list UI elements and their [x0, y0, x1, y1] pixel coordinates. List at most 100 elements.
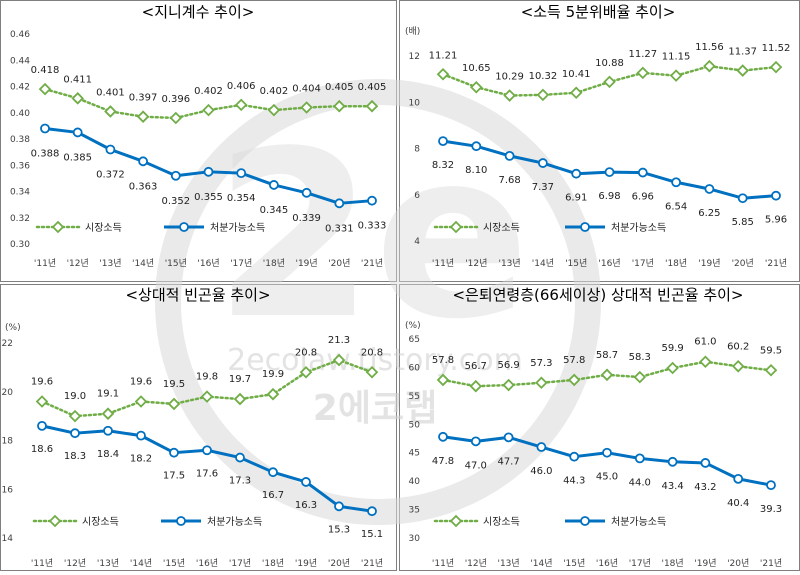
data-point-marker: [438, 431, 448, 442]
data-label: 19.1: [97, 389, 119, 400]
data-label: 44.3: [563, 476, 585, 487]
data-point-marker: [666, 361, 679, 375]
data-label: 56.9: [497, 360, 519, 371]
y-tick-label: 0.32: [10, 214, 30, 224]
data-label: 40.4: [727, 498, 749, 509]
data-point-marker: [235, 452, 245, 463]
x-tick-label: '13년: [99, 258, 121, 269]
series-market-income: 11.21 10.65 10.29 10.32 10.41 10.88 11.27 11.15…: [429, 42, 790, 102]
data-point-marker: [603, 75, 616, 89]
data-label: 58.3: [629, 352, 651, 363]
data-point-marker: [536, 88, 550, 102]
data-point-marker: [101, 407, 115, 420]
data-label: 0.372: [96, 170, 125, 181]
data-point-marker: [301, 187, 312, 198]
y-tick-label: 18: [2, 437, 14, 447]
data-point-marker: [136, 430, 146, 441]
data-label: 17.6: [196, 468, 218, 479]
y-tick-label: 6: [414, 191, 420, 201]
x-tick-label: '11년: [31, 558, 53, 569]
data-label: 0.388: [31, 149, 60, 160]
data-point-marker: [136, 110, 150, 123]
x-tick-label: '13년: [97, 558, 119, 569]
data-label: 45.0: [596, 472, 618, 483]
data-label: 7.68: [498, 175, 520, 186]
data-point-marker: [367, 506, 377, 517]
data-label: 20.8: [295, 347, 317, 358]
legend-swatch-marker: [179, 222, 189, 232]
y-tick-label: 0.30: [10, 240, 30, 250]
data-label: 0.331: [325, 223, 354, 234]
series-disposable-income: 18.6 18.3 18.4 18.2 17.5 17.6 17.3 16.7 16.3 15.3…: [31, 420, 383, 540]
data-label: 47.8: [432, 456, 454, 467]
data-point-marker: [667, 456, 678, 467]
data-point-marker: [367, 195, 377, 206]
data-label: 6.25: [698, 208, 720, 219]
y-tick-label: 35: [409, 506, 420, 516]
data-label: 8.10: [465, 165, 487, 176]
data-point-marker: [72, 127, 83, 138]
data-label: 0.402: [194, 86, 223, 97]
y-unit-label: (배): [405, 26, 420, 37]
data-point-marker: [268, 180, 279, 190]
data-label: 21.3: [328, 335, 350, 346]
data-label: 43.2: [694, 482, 716, 493]
data-point-marker: [470, 80, 483, 94]
x-tick-label: '21년: [361, 258, 383, 269]
x-tick-label: '20년: [727, 558, 749, 569]
y-unit-label: (%): [5, 323, 21, 333]
data-label: 10.41: [562, 69, 591, 80]
x-tick-label: '18년: [665, 258, 687, 269]
data-point-marker: [535, 376, 548, 390]
data-label: 15.1: [361, 529, 383, 540]
data-point-marker: [332, 353, 346, 367]
data-point-marker: [737, 193, 748, 204]
legend-swatch-marker: [48, 514, 62, 528]
data-point-marker: [104, 105, 117, 118]
data-point-marker: [71, 92, 84, 105]
data-label: 11.21: [429, 50, 458, 61]
data-label: 19.7: [229, 374, 251, 385]
data-point-marker: [365, 365, 379, 379]
chart-title: <상대적 빈곤율 추이>: [125, 286, 270, 304]
data-label: 6.91: [565, 193, 587, 204]
data-label: 59.9: [661, 343, 683, 354]
data-point-marker: [333, 99, 346, 113]
y-tick-label: 0.46: [10, 30, 30, 40]
data-label: 5.96: [765, 215, 787, 226]
chart-title: <지니계수 추이>: [142, 3, 255, 21]
legend-label: 처분가능소득: [611, 516, 666, 528]
data-point-marker: [602, 447, 612, 458]
panel-frame: [399, 284, 800, 571]
data-point-marker: [299, 365, 313, 379]
data-label: 60.2: [727, 341, 749, 352]
data-point-marker: [169, 111, 183, 125]
data-point-marker: [266, 387, 280, 401]
legend-label: 처분가능소득: [210, 222, 265, 234]
y-tick-label: 10: [409, 98, 421, 108]
data-point-marker: [203, 166, 214, 177]
data-label: 11.56: [695, 42, 724, 53]
data-point-marker: [669, 69, 683, 82]
data-point-marker: [699, 355, 712, 369]
data-label: 0.355: [194, 192, 223, 203]
data-label: 0.345: [260, 205, 289, 216]
x-tick-label: '21년: [765, 258, 787, 269]
data-label: 18.2: [130, 454, 152, 465]
data-label: 10.88: [595, 58, 624, 69]
data-point-marker: [38, 82, 52, 96]
data-point-marker: [300, 101, 313, 114]
x-tick-label: '12년: [64, 558, 86, 569]
charts-layer: <지니계수 추이>0.460.440.420.400.380.360.340.3…: [2, 3, 791, 569]
data-point-marker: [236, 168, 247, 179]
watermark-ring: [155, 79, 601, 525]
x-tick-label: '16년: [196, 558, 218, 569]
y-tick-label: 0.42: [10, 83, 30, 93]
data-point-marker: [134, 395, 148, 408]
data-label: 19.6: [31, 377, 53, 388]
legend-swatch-marker: [449, 220, 463, 234]
series-line: [43, 87, 374, 120]
data-label: 0.333: [358, 221, 387, 232]
